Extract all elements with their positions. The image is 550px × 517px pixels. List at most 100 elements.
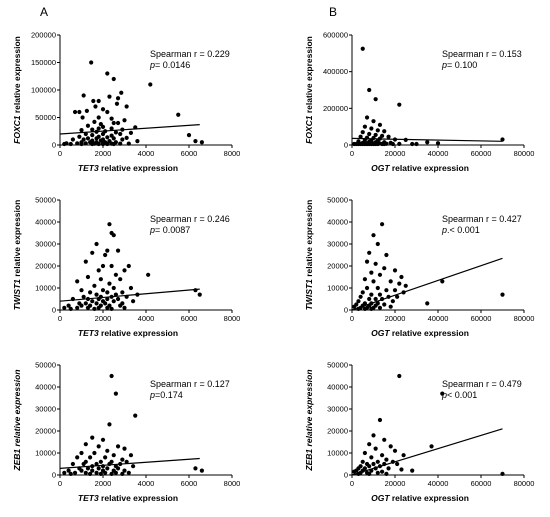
data-point (131, 464, 136, 469)
data-point (81, 461, 86, 467)
data-point (113, 130, 118, 135)
data-point (120, 137, 125, 142)
y-tick-label: 200000 (323, 104, 348, 113)
data-point (371, 461, 376, 467)
data-point (94, 136, 99, 141)
data-point (118, 303, 123, 308)
y-axis-label: ZEB1 relative expression (12, 369, 22, 471)
data-point (80, 115, 85, 120)
data-point (352, 141, 357, 147)
data-point (352, 469, 357, 474)
data-point (111, 285, 116, 291)
data-point (62, 141, 67, 147)
data-point (103, 301, 108, 306)
data-point (111, 120, 116, 126)
data-point (90, 127, 95, 132)
data-point (115, 96, 121, 101)
x-axis-label-text: relative expression (390, 328, 469, 338)
data-point (103, 455, 108, 460)
data-point (414, 141, 419, 147)
x-axis-label: TET3 relative expression (78, 493, 178, 503)
data-point (109, 306, 114, 311)
data-point (369, 270, 374, 275)
data-point (79, 141, 84, 147)
x-tick-label: 80000 (514, 479, 535, 488)
data-point (94, 461, 99, 467)
data-point (96, 305, 101, 310)
data-point (83, 301, 88, 306)
x-tick-label: 60000 (471, 479, 492, 488)
data-point (410, 141, 415, 147)
data-point (114, 101, 120, 106)
x-axis-label-gene: OGT (371, 328, 390, 338)
x-tick-label: 0 (58, 314, 62, 323)
data-point (364, 115, 370, 120)
y-tick-label: 10000 (327, 449, 348, 458)
data-point (77, 134, 82, 139)
data-point (96, 466, 101, 471)
data-point (186, 133, 192, 138)
y-tick-label: 30000 (35, 405, 56, 414)
regression-line (351, 428, 503, 476)
p-symbol: p (149, 225, 155, 235)
data-point (115, 248, 121, 253)
x-tick-label: 4000 (138, 479, 155, 488)
data-point (375, 470, 380, 475)
data-point (146, 272, 151, 277)
data-point (358, 134, 363, 139)
data-point (111, 136, 116, 141)
x-tick-label: 20000 (385, 479, 406, 488)
data-point (98, 138, 103, 143)
data-point (93, 104, 98, 109)
data-point (128, 453, 134, 458)
y-axis-label: TWIST1 relative expression (12, 200, 22, 311)
data-point (392, 268, 398, 273)
data-point (371, 233, 376, 238)
x-tick-label: 80000 (514, 314, 535, 323)
data-point (92, 450, 97, 456)
data-point (388, 279, 393, 284)
data-point (105, 71, 110, 76)
y-tick-label: 50000 (35, 361, 56, 370)
data-point (126, 141, 131, 146)
data-point (107, 222, 112, 227)
data-point (83, 141, 88, 146)
y-tick-label: 0 (52, 306, 56, 315)
x-tick-label: 2000 (95, 149, 112, 158)
data-point (367, 250, 372, 255)
y-tick-label: 150000 (31, 58, 56, 67)
data-point (98, 459, 103, 464)
data-point (113, 470, 118, 475)
y-axis-label: FOXC1 relative expression (12, 36, 22, 144)
data-point (96, 444, 101, 449)
data-point (386, 134, 391, 139)
y-axis-label-text: relative expression (12, 200, 22, 279)
data-point (360, 290, 365, 295)
data-point (425, 301, 430, 306)
p-symbol: p (441, 390, 447, 400)
y-tick-label: 0 (344, 306, 348, 315)
data-point (369, 306, 374, 311)
data-point (148, 82, 153, 87)
data-point (382, 141, 387, 147)
x-axis-label: OGT relative expression (371, 328, 469, 338)
p-value-text: = 0.0087 (155, 225, 190, 235)
data-point (425, 140, 430, 145)
regression-line (351, 137, 503, 142)
scatter-plot-1: 0 2000 4000 6000 8000 0 50000 100000 150000 20000… (12, 31, 240, 174)
y-axis-label: FOXC1 relative expression (304, 36, 314, 144)
p-value-text: < 0.001 (447, 390, 477, 400)
data-point (96, 141, 101, 147)
data-point (94, 470, 99, 475)
data-point (68, 141, 73, 147)
data-point (369, 292, 374, 297)
y-axis-label-gene: FOXC1 (12, 115, 22, 144)
data-point (115, 466, 121, 471)
y-axis-label-text: relative expression (12, 369, 22, 448)
y-axis-label-text: relative expression (304, 369, 314, 448)
y-tick-label: 20000 (327, 262, 348, 271)
x-axis-label: OGT relative expression (371, 163, 469, 173)
data-point (105, 109, 110, 115)
data-point (199, 468, 204, 473)
